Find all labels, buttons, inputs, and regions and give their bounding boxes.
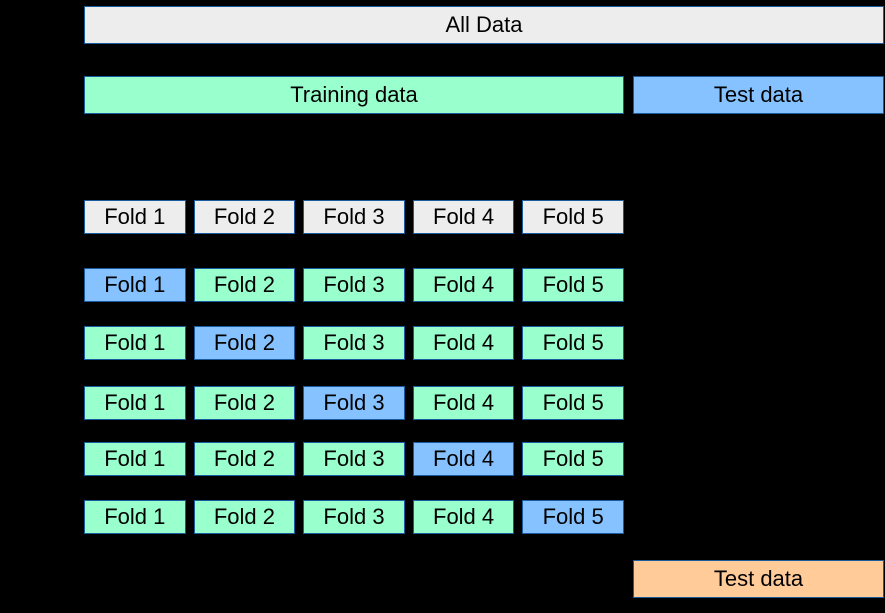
fold-header-cell: Fold 1 — [84, 200, 186, 234]
test-data-top-block: Test data — [633, 76, 884, 114]
fold-train-cell: Fold 2 — [194, 386, 296, 420]
fold-train-cell: Fold 2 — [194, 268, 296, 302]
fold-train-cell: Fold 5 — [522, 442, 624, 476]
test-data-bottom-block: Test data — [633, 560, 884, 598]
fold-train-cell: Fold 3 — [303, 268, 405, 302]
training-data-block: Training data — [84, 76, 624, 114]
fold-train-cell: Fold 1 — [84, 442, 186, 476]
fold-header-cell: Fold 2 — [194, 200, 296, 234]
fold-train-cell: Fold 4 — [413, 500, 515, 534]
fold-split-row: Fold 1Fold 2Fold 3Fold 4Fold 5 — [84, 500, 624, 534]
fold-train-cell: Fold 2 — [194, 500, 296, 534]
fold-val-cell: Fold 5 — [522, 500, 624, 534]
fold-train-cell: Fold 4 — [413, 386, 515, 420]
fold-train-cell: Fold 5 — [522, 268, 624, 302]
fold-header-row: Fold 1Fold 2Fold 3Fold 4Fold 5 — [84, 200, 624, 234]
fold-train-cell: Fold 5 — [522, 326, 624, 360]
fold-val-cell: Fold 3 — [303, 386, 405, 420]
fold-train-cell: Fold 4 — [413, 326, 515, 360]
all-data-block: All Data — [84, 6, 884, 44]
fold-split-row: Fold 1Fold 2Fold 3Fold 4Fold 5 — [84, 442, 624, 476]
fold-train-cell: Fold 1 — [84, 386, 186, 420]
fold-val-cell: Fold 2 — [194, 326, 296, 360]
fold-split-row: Fold 1Fold 2Fold 3Fold 4Fold 5 — [84, 326, 624, 360]
fold-header-cell: Fold 3 — [303, 200, 405, 234]
fold-train-cell: Fold 4 — [413, 268, 515, 302]
fold-train-cell: Fold 2 — [194, 442, 296, 476]
fold-train-cell: Fold 3 — [303, 326, 405, 360]
fold-val-cell: Fold 1 — [84, 268, 186, 302]
fold-train-cell: Fold 1 — [84, 326, 186, 360]
fold-train-cell: Fold 1 — [84, 500, 186, 534]
fold-train-cell: Fold 3 — [303, 500, 405, 534]
fold-split-row: Fold 1Fold 2Fold 3Fold 4Fold 5 — [84, 386, 624, 420]
fold-val-cell: Fold 4 — [413, 442, 515, 476]
cv-diagram: All Data Training data Test data Fold 1F… — [0, 0, 885, 613]
fold-header-cell: Fold 4 — [413, 200, 515, 234]
fold-train-cell: Fold 3 — [303, 442, 405, 476]
fold-header-cell: Fold 5 — [522, 200, 624, 234]
fold-split-row: Fold 1Fold 2Fold 3Fold 4Fold 5 — [84, 268, 624, 302]
fold-train-cell: Fold 5 — [522, 386, 624, 420]
